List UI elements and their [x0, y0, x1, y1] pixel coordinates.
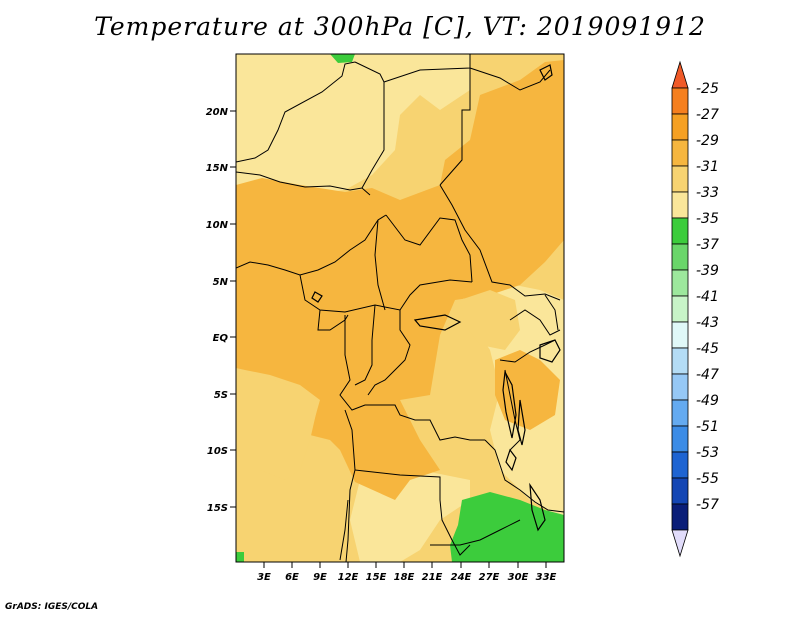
lat-tick-15N: 15N	[206, 163, 236, 174]
lat-tick-10N: 10N	[206, 220, 236, 231]
lon-tick-18E: 18E	[394, 562, 415, 583]
colorbar-level-label: -49	[696, 393, 719, 409]
lon-label-6E: 6E	[285, 572, 299, 583]
field-green-corner	[236, 552, 244, 562]
lon-label-24E: 24E	[451, 572, 472, 583]
colorbar-segment	[671, 165, 689, 193]
lon-axis: 3E 6E 9E 12E 15E 18E 21E 24E 27E 30E 33E	[257, 562, 557, 583]
colorbar-level-label: -57	[696, 497, 719, 513]
lon-label-18E: 18E	[394, 572, 415, 583]
field-mid-west	[236, 375, 318, 480]
lon-tick-21E: 21E	[422, 562, 443, 583]
lon-tick-3E: 3E	[257, 562, 271, 583]
colorbar-level-label: -25	[696, 81, 719, 97]
lon-tick-12E: 12E	[338, 562, 359, 583]
map-frame	[235, 53, 565, 563]
colorbar-level-label: -31	[696, 159, 719, 175]
grads-credit: GrADS: IGES/COLA	[5, 602, 99, 612]
colorbar-segment	[671, 451, 689, 479]
colorbar-segment	[671, 503, 689, 531]
colorbar-level-label: -51	[696, 419, 719, 435]
lat-axis: 20N 15N 10N 5N EQ 5S 10S 15S	[206, 107, 236, 514]
colorbar-segment	[671, 243, 689, 271]
lon-label-3E: 3E	[257, 572, 271, 583]
lat-tick-EQ: EQ	[213, 333, 236, 344]
lat-tick-5S: 5S	[214, 390, 236, 401]
colorbar-segment	[671, 347, 689, 375]
lon-label-21E: 21E	[422, 572, 443, 583]
colorbar-segment	[671, 477, 689, 505]
lon-label-15E: 15E	[366, 572, 387, 583]
lat-label-15S: 15S	[207, 503, 228, 514]
colorbar-level-label: -53	[696, 445, 719, 461]
lon-tick-6E: 6E	[285, 562, 299, 583]
colorbar-segment	[671, 529, 689, 558]
colorbar: -25 -27 -29 -31 -33 -35 -37 -39 -41 -43 -45 -47 -49 -…	[671, 60, 719, 558]
lat-label-5N: 5N	[213, 277, 229, 288]
colorbar-segment	[671, 399, 689, 427]
colorbar-segment	[671, 191, 689, 219]
colorbar-level-label: -33	[696, 185, 719, 201]
field-green-north	[330, 54, 355, 63]
colorbar-segment	[671, 60, 689, 89]
lat-label-10N: 10N	[206, 220, 229, 231]
colorbar-level-label: -29	[696, 133, 719, 149]
colorbar-segment	[671, 295, 689, 323]
colorbar-segment	[671, 321, 689, 349]
lon-label-12E: 12E	[338, 572, 359, 583]
colorbar-level-label: -45	[696, 341, 719, 357]
colorbar-level-label: -27	[696, 107, 719, 123]
colorbar-segment	[671, 87, 689, 115]
colorbar-segment	[671, 113, 689, 141]
lakes	[311, 64, 561, 532]
lon-tick-9E: 9E	[313, 562, 327, 583]
lon-label-30E: 30E	[508, 572, 529, 583]
colorbar-segment	[671, 425, 689, 453]
lat-tick-20N: 20N	[206, 107, 236, 118]
colorbar-level-label: -41	[696, 289, 719, 305]
lat-label-10S: 10S	[207, 446, 228, 457]
map-panel	[236, 54, 564, 562]
colorbar-level-label: -37	[696, 237, 719, 253]
colorbar-segment	[671, 269, 689, 297]
lon-label-27E: 27E	[479, 572, 500, 583]
colorbar-level-label: -55	[696, 471, 719, 487]
colorbar-segment	[671, 139, 689, 167]
lon-tick-24E: 24E	[451, 562, 472, 583]
lat-label-15N: 15N	[206, 163, 229, 174]
colorbar-segment	[671, 373, 689, 401]
lon-label-33E: 33E	[536, 572, 557, 583]
field-warm-east	[495, 350, 560, 430]
lon-tick-30E: 30E	[508, 562, 529, 583]
colorbar-segment	[671, 217, 689, 245]
lon-tick-33E: 33E	[536, 562, 557, 583]
lat-label-5S: 5S	[214, 390, 228, 401]
lat-label-EQ: EQ	[213, 333, 229, 344]
lon-label-9E: 9E	[313, 572, 327, 583]
colorbar-level-label: -43	[696, 315, 719, 331]
chart-title: Temperature at 300hPa [C], VT: 201909191…	[94, 12, 706, 41]
lat-tick-5N: 5N	[213, 277, 236, 288]
lat-label-20N: 20N	[206, 107, 229, 118]
field-warm-west	[236, 60, 564, 500]
colorbar-level-label: -35	[696, 211, 719, 227]
lon-tick-27E: 27E	[479, 562, 500, 583]
lat-tick-15S: 15S	[207, 503, 236, 514]
lon-tick-15E: 15E	[366, 562, 387, 583]
colorbar-level-label: -47	[696, 367, 719, 383]
field-pale-north	[236, 54, 470, 210]
colorbar-level-label: -39	[696, 263, 719, 279]
field-mid-patch	[460, 290, 520, 350]
lat-tick-10S: 10S	[207, 446, 236, 457]
